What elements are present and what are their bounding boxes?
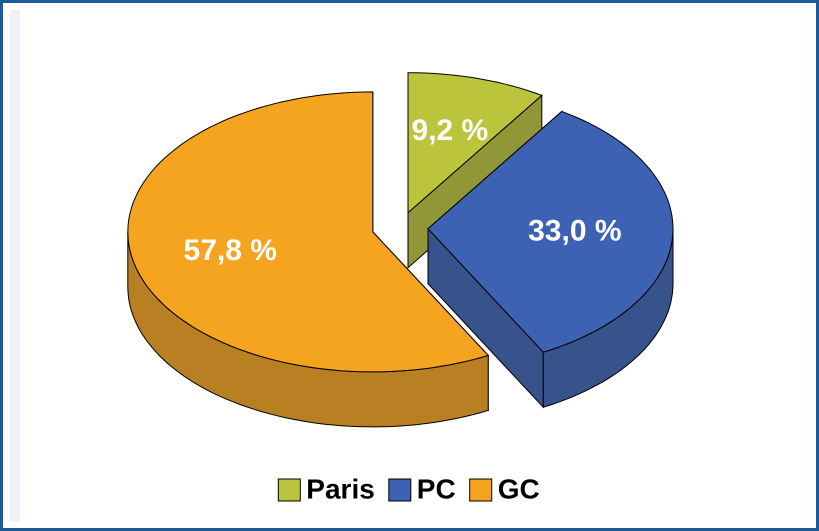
- legend: Paris PC GC: [277, 473, 540, 504]
- value-label: 9,2 %: [412, 114, 489, 147]
- legend-swatch: [388, 478, 412, 502]
- legend-label: Paris: [306, 473, 375, 504]
- value-label: 33,0 %: [528, 214, 621, 247]
- slice: [427, 110, 674, 353]
- legend-swatch: [277, 478, 301, 502]
- value-label: 57,8 %: [184, 234, 277, 267]
- slice: [407, 72, 543, 214]
- slice: [127, 91, 490, 373]
- legend-label: GC: [498, 473, 540, 504]
- legend-label: PC: [417, 473, 456, 504]
- frame-strip: [10, 10, 20, 521]
- legend-swatch: [469, 478, 493, 502]
